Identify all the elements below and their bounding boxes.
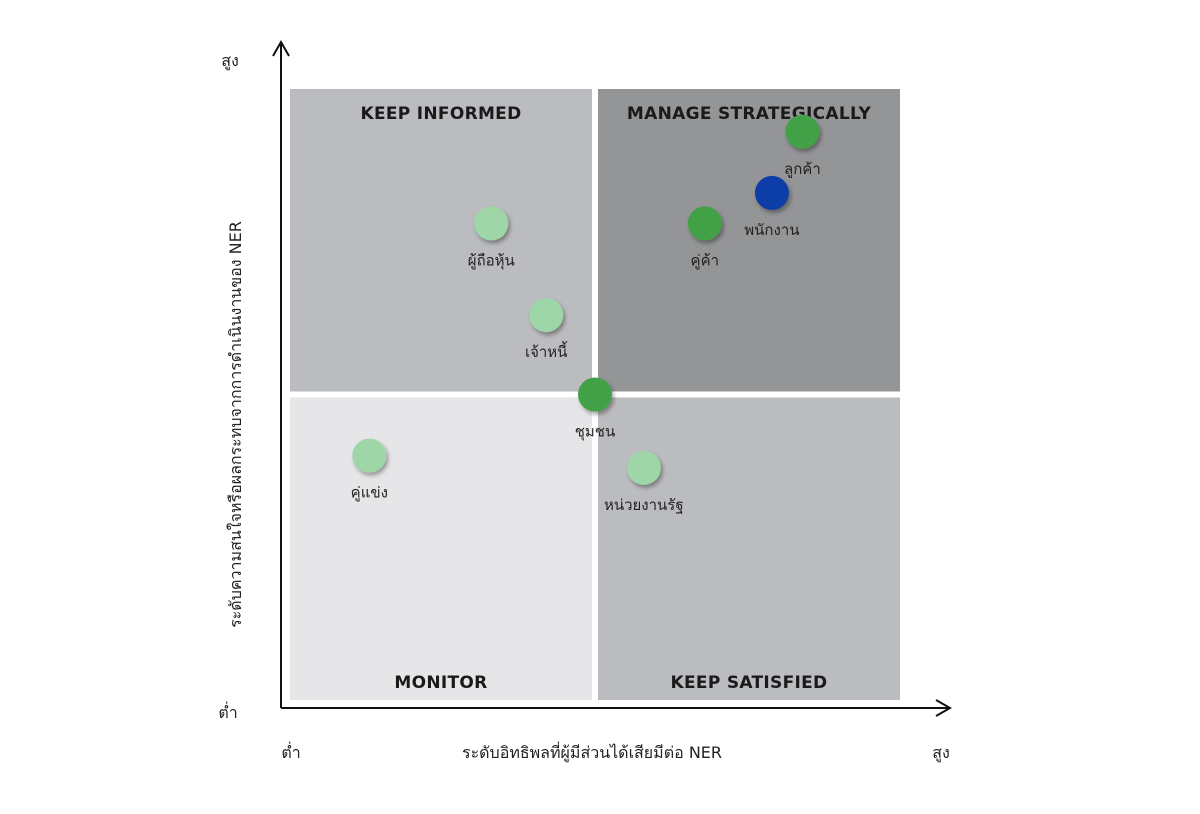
- y-axis-arrow: [272, 39, 290, 57]
- x-high-label: สูง: [932, 743, 950, 763]
- data-point-4: [474, 206, 509, 241]
- x-axis-arrow: [935, 699, 953, 717]
- data-point-7: [626, 450, 661, 485]
- y-axis-title: ระดับความสนใจหรือผลกระทบจากการดำเนินงานข…: [226, 221, 245, 628]
- data-point-8: [352, 438, 387, 473]
- data-point-label-1: ลูกค้า: [784, 160, 821, 178]
- data-point-label-3: คู่ค้า: [691, 251, 720, 269]
- data-point-5: [529, 298, 564, 333]
- data-point-1: [785, 114, 820, 149]
- data-point-6: [578, 377, 612, 412]
- data-point-label-4: ผู้ถือหุ้น: [468, 251, 515, 270]
- data-point-label-7: หน่วยงานรัฐ: [604, 496, 684, 514]
- data-point-label-5: เจ้าหนี้: [525, 341, 568, 361]
- quadrant-title-manage-strategically: MANAGE STRATEGICALLY: [627, 104, 872, 124]
- data-point-label-6: ชุมชน: [575, 423, 616, 442]
- data-point-2: [754, 175, 789, 210]
- data-point-label-8: คู่แข่ง: [351, 484, 388, 502]
- x-axis-title: ระดับอิทธิพลที่ผู้มีส่วนได้เสียมีต่อ NER: [462, 741, 722, 763]
- y-high-label: สูง: [221, 51, 239, 71]
- x-low-label: ต่ำ: [281, 741, 300, 762]
- quadrant-bottom-left: [290, 397, 592, 700]
- quadrant-top-right: [598, 89, 900, 392]
- data-point-3: [687, 206, 722, 241]
- quadrant-bottom-right: [598, 397, 900, 700]
- data-point-label-2: พนักงาน: [744, 221, 799, 239]
- quadrant-top-left: [290, 89, 592, 392]
- y-low-label: ต่ำ: [218, 701, 237, 722]
- quadrant-title-monitor: MONITOR: [394, 673, 487, 693]
- quadrant-title-keep-informed: KEEP INFORMED: [360, 104, 521, 124]
- quadrant-title-keep-satisfied: KEEP SATISFIED: [671, 673, 828, 693]
